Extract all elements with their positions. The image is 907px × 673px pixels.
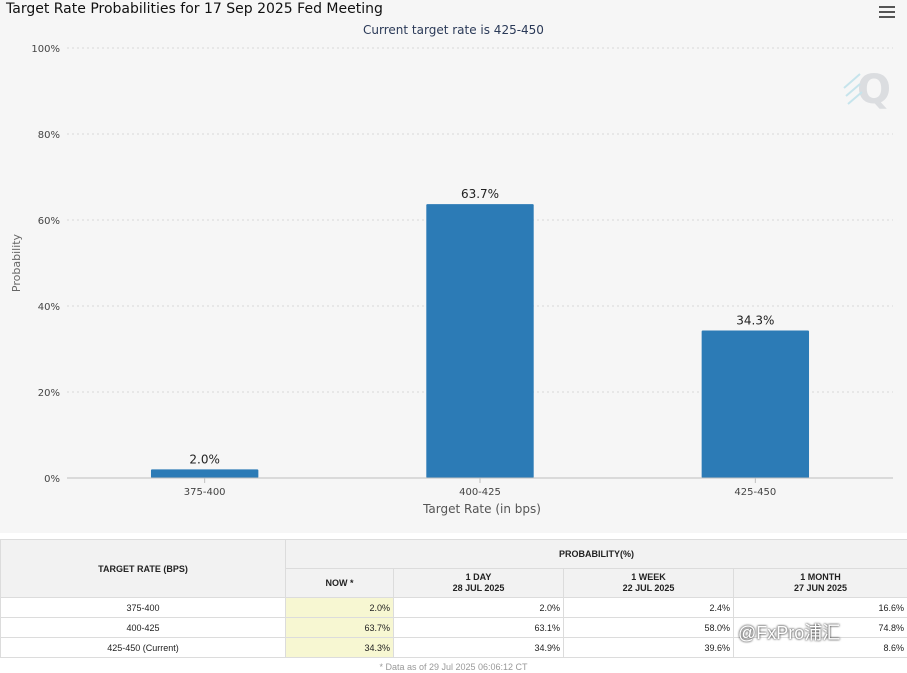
header-1-day: 1 DAY 28 JUL 2025 xyxy=(393,568,564,598)
cell-rate: 425-450 (Current) xyxy=(0,637,286,658)
x-tick-label: 375-400 xyxy=(184,487,226,498)
table-row: 425-450 (Current) 34.3% 34.9% 39.6% 8.6% xyxy=(0,637,907,658)
data-label: 34.3% xyxy=(736,314,774,328)
x-axis-title: Target Rate (in bps) xyxy=(422,502,541,516)
header-now: NOW * xyxy=(285,568,394,598)
data-label: 63.7% xyxy=(461,187,499,201)
cell-now: 2.0% xyxy=(285,597,394,618)
chart-title: Target Rate Probabilities for 17 Sep 202… xyxy=(6,1,383,17)
x-tick-label: 425-450 xyxy=(734,487,776,498)
cell-1-day: 63.1% xyxy=(393,617,564,638)
cell-rate: 375-400 xyxy=(0,597,286,618)
cme-q-logo: Q xyxy=(843,67,891,113)
header-probability: PROBABILITY(%) xyxy=(285,539,907,569)
cell-1-week: 39.6% xyxy=(563,637,734,658)
cell-now: 34.3% xyxy=(285,637,394,658)
bar-chart: 0% 20% 40% 60% 80% 100% 2.0% 63.7% 34.3% 375-40… xyxy=(10,44,893,516)
y-axis-title: Probability xyxy=(10,233,23,292)
cell-rate: 400-425 xyxy=(0,617,286,638)
table-row: 400-425 63.7% 63.1% 58.0% 74.8% xyxy=(0,617,907,638)
watermark: @FxPro浦汇 xyxy=(738,623,841,643)
bar[interactable] xyxy=(150,469,259,478)
y-tick-label: 0% xyxy=(44,474,60,485)
data-labels: 2.0% 63.7% 34.3% xyxy=(189,187,774,466)
bar[interactable] xyxy=(701,330,810,478)
y-tick-label: 40% xyxy=(38,302,60,313)
header-1-week: 1 WEEK 22 JUL 2025 xyxy=(563,568,734,598)
header-1-month: 1 MONTH 27 JUN 2025 xyxy=(733,568,907,598)
table-row: 375-400 2.0% 2.0% 2.4% 16.6% xyxy=(0,597,907,618)
y-axis-ticks: 0% 20% 40% 60% 80% 100% xyxy=(31,44,60,485)
cell-1-day: 2.0% xyxy=(393,597,564,618)
data-label: 2.0% xyxy=(189,452,220,466)
cell-1-month: 16.6% xyxy=(733,597,907,618)
cell-1-week: 58.0% xyxy=(563,617,734,638)
svg-text:Q: Q xyxy=(857,67,891,113)
y-tick-label: 100% xyxy=(31,44,60,55)
x-axis-ticks: 375-400 400-425 425-450 xyxy=(184,478,776,498)
data-timestamp-footnote: * Data as of 29 Jul 2025 06:06:12 CT xyxy=(379,662,528,672)
hamburger-menu-icon[interactable] xyxy=(879,6,895,19)
probability-table: TARGET RATE (BPS) PROBABILITY(%) NOW * 1… xyxy=(0,539,907,658)
header-target-rate: TARGET RATE (BPS) xyxy=(0,539,286,598)
cell-1-day: 34.9% xyxy=(393,637,564,658)
chart-panel: 0% 20% 40% 60% 80% 100% 2.0% 63.7% 34.3% 375-40… xyxy=(6,1,895,516)
chart-subtitle: Current target rate is 425-450 xyxy=(363,23,544,37)
bars xyxy=(150,204,810,478)
cell-now: 63.7% xyxy=(285,617,394,638)
x-tick-label: 400-425 xyxy=(459,487,501,498)
y-tick-label: 80% xyxy=(38,130,60,141)
bar[interactable] xyxy=(426,204,534,478)
y-tick-label: 60% xyxy=(38,216,60,227)
y-tick-label: 20% xyxy=(38,388,60,399)
cell-1-month: 8.6% xyxy=(733,637,907,658)
cell-1-week: 2.4% xyxy=(563,597,734,618)
probability-table-wrap: TARGET RATE (BPS) PROBABILITY(%) NOW * 1… xyxy=(0,539,907,658)
